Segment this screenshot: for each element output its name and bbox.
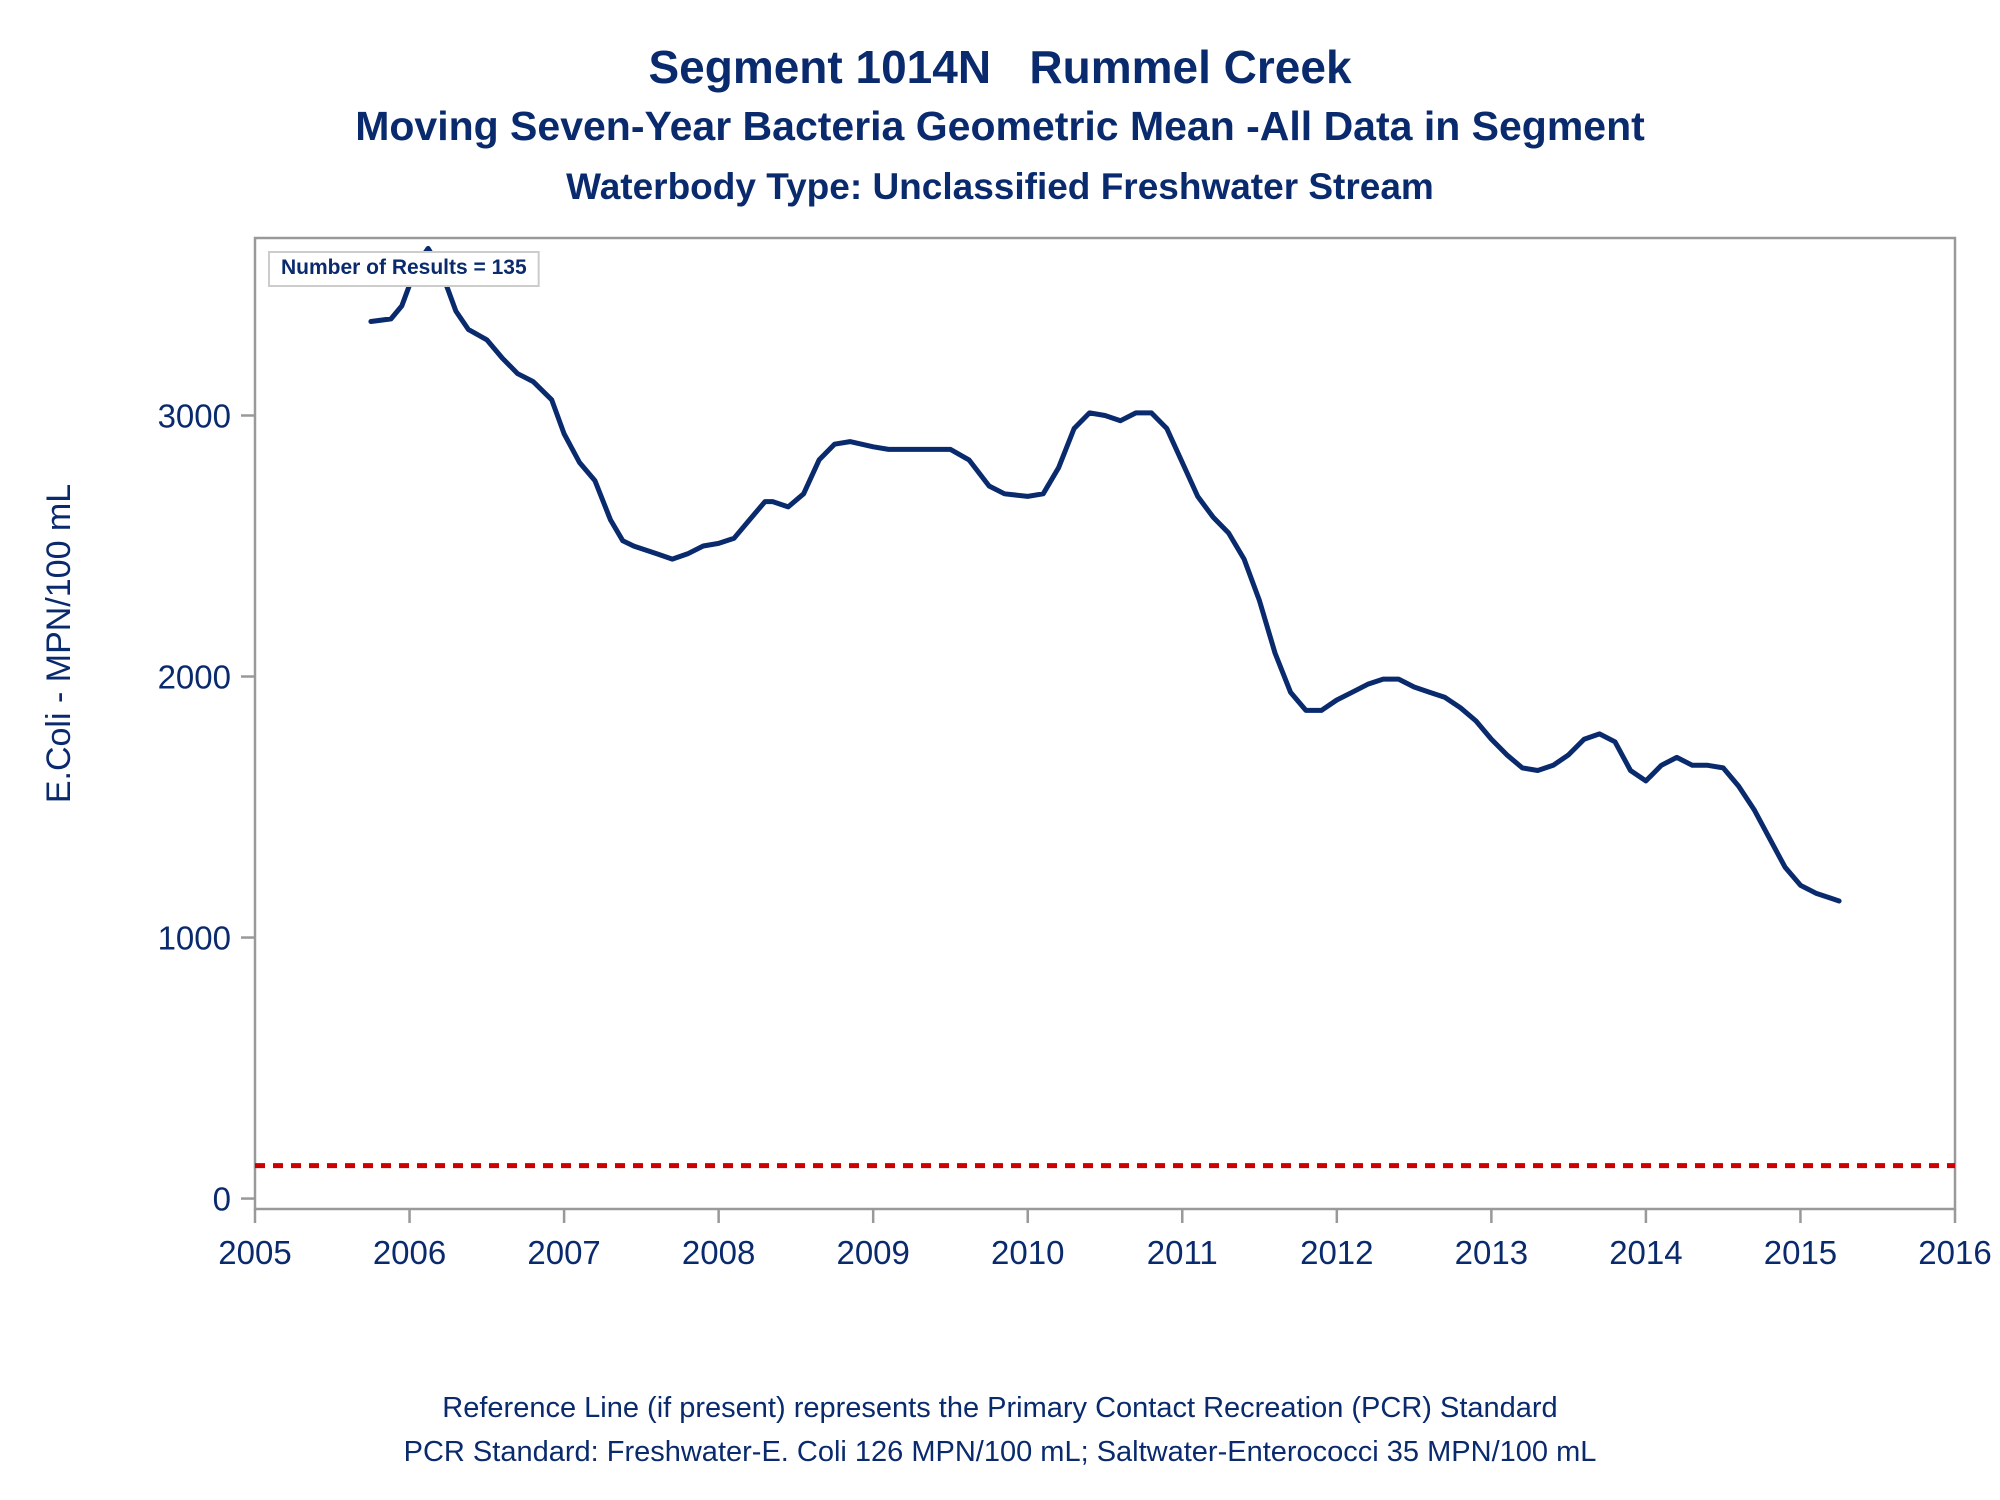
footnote-pcr-standard: PCR Standard: Freshwater-E. Coli 126 MPN…	[403, 1436, 1597, 1468]
chart-subtitle-2: Waterbody Type: Unclassified Freshwater …	[566, 166, 1434, 207]
x-tick-label: 2009	[836, 1234, 909, 1271]
count-box: Number of Results = 135	[268, 251, 540, 287]
x-tick-label: 2012	[1300, 1234, 1373, 1271]
x-axis: 2005 2006 2007 2008 2009 2010 2011 2012 2013 2014…	[218, 1209, 1992, 1271]
plot-frame	[253, 236, 1957, 1211]
y-axis-label: E.Coli - MPN/100 mL	[40, 484, 78, 803]
series-line-geometric-mean	[368, 245, 1842, 904]
y-tick-label: 3000	[158, 397, 231, 434]
x-tick-label: 2005	[218, 1234, 291, 1271]
x-tick-label: 2013	[1455, 1234, 1528, 1271]
x-tick-label: 2010	[991, 1234, 1064, 1271]
y-axis: 0 1000 2000 3000	[158, 397, 255, 1218]
chart-subtitle: Moving Seven-Year Bacteria Geometric Mea…	[355, 103, 1645, 149]
series-layer	[368, 245, 1842, 904]
y-tick-label: 1000	[158, 920, 231, 957]
y-tick-label: 2000	[158, 659, 231, 696]
chart-title: Segment 1014N Rummel Creek	[648, 41, 1352, 93]
x-tick-label: 2007	[527, 1234, 600, 1271]
count-label: Number of Results = 135	[281, 256, 527, 279]
x-tick-label: 2006	[373, 1234, 446, 1271]
y-tick-label: 0	[213, 1181, 231, 1218]
x-tick-label: 2015	[1764, 1234, 1837, 1271]
x-tick-label: 2014	[1609, 1234, 1682, 1271]
x-tick-label: 2011	[1147, 1234, 1218, 1271]
count-box-border	[268, 251, 540, 287]
footnote-reference-line: Reference Line (if present) represents t…	[442, 1392, 1558, 1424]
x-tick-label: 2008	[682, 1234, 755, 1271]
x-tick-label: 2016	[1918, 1234, 1991, 1271]
